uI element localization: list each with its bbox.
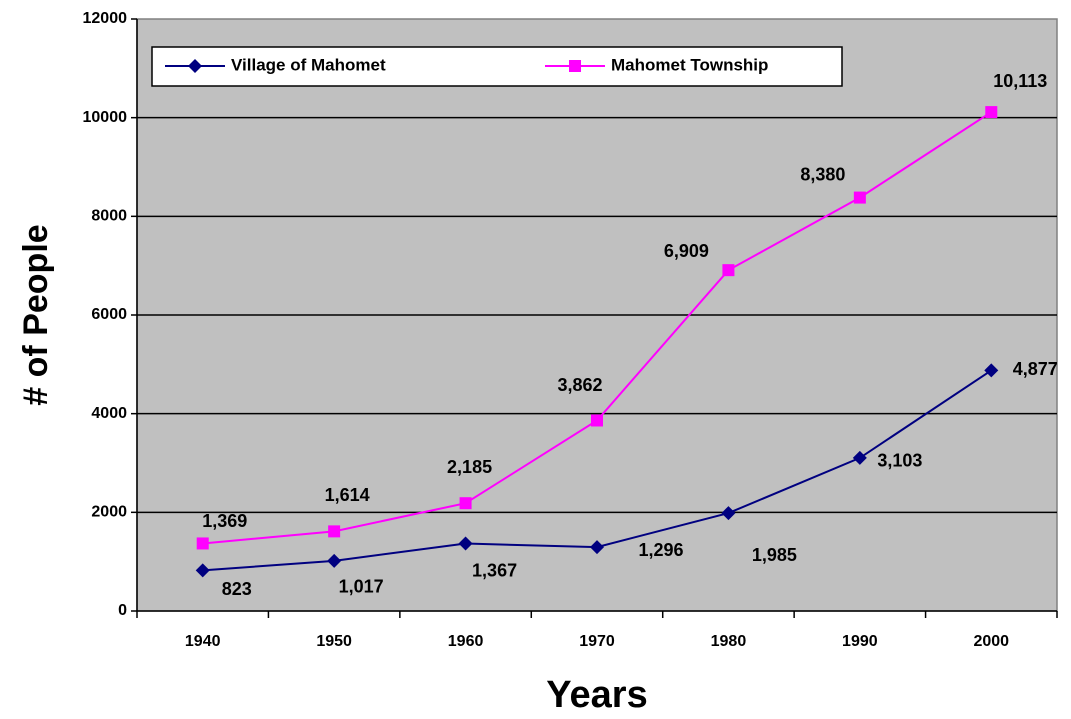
marker <box>590 540 604 555</box>
marker <box>195 563 210 578</box>
marker <box>591 414 603 427</box>
marker <box>196 537 209 550</box>
data-label: 1,614 <box>325 485 370 505</box>
x-tick-label: 1980 <box>711 633 747 650</box>
marker <box>721 506 736 521</box>
data-label: 3,103 <box>877 451 922 471</box>
marker <box>328 525 341 538</box>
marker <box>852 450 867 465</box>
marker <box>985 106 998 119</box>
data-label: 823 <box>222 579 252 599</box>
y-tick-label: 6000 <box>91 306 127 323</box>
x-tick-label: 2000 <box>973 633 1009 650</box>
data-label: 6,909 <box>664 241 709 261</box>
data-label: 1,369 <box>202 511 247 531</box>
data-label: 1,296 <box>638 540 683 560</box>
marker <box>458 536 473 551</box>
y-tick-label: 4000 <box>91 405 127 422</box>
x-tick-label: 1960 <box>448 633 484 650</box>
x-tick-label: 1950 <box>316 633 352 650</box>
marker <box>984 363 999 378</box>
legend-label: Mahomet Township <box>611 55 768 74</box>
marker <box>722 264 735 277</box>
marker <box>188 59 202 73</box>
legend-label: Village of Mahomet <box>231 55 386 74</box>
marker <box>853 191 866 204</box>
y-tick-label: 10000 <box>83 109 128 126</box>
data-label: 1,985 <box>752 545 797 565</box>
data-label: 4,877 <box>1013 359 1058 379</box>
data-label: 3,862 <box>557 375 602 395</box>
y-tick-label: 8000 <box>91 208 127 225</box>
y-tick-label: 2000 <box>91 504 127 521</box>
y-axis-title: # of People <box>17 224 55 405</box>
marker <box>569 60 581 72</box>
x-tick-label: 1940 <box>185 633 221 650</box>
x-tick-label: 1970 <box>579 633 615 650</box>
data-label: 1,017 <box>339 577 384 597</box>
legend <box>151 46 843 87</box>
x-tick-label: 1990 <box>842 633 878 650</box>
marker <box>459 497 472 510</box>
marker <box>327 553 342 568</box>
data-label: 2,185 <box>447 457 492 477</box>
y-tick-label: 0 <box>118 602 127 619</box>
y-tick-label: 12000 <box>83 10 128 27</box>
data-label: 8,380 <box>800 164 845 184</box>
x-axis-title: Years <box>546 674 647 716</box>
data-label: 1,367 <box>472 560 517 580</box>
data-label: 10,113 <box>993 71 1047 91</box>
